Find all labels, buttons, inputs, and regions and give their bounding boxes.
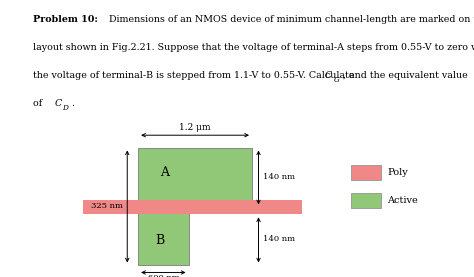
Text: 140 nm: 140 nm: [263, 173, 295, 181]
Text: Poly: Poly: [388, 168, 408, 177]
Text: Problem 10:: Problem 10:: [33, 15, 98, 24]
Text: .: .: [71, 99, 74, 108]
Text: C: C: [324, 71, 331, 80]
Text: layout shown in Fig.2.21. Suppose that the voltage of terminal-A steps from 0.55: layout shown in Fig.2.21. Suppose that t…: [33, 43, 474, 52]
Bar: [351, 165, 381, 180]
Text: the voltage of terminal-B is stepped from 1.1-V to 0.55-V. Calculate: the voltage of terminal-B is stepped fro…: [33, 71, 358, 80]
Text: 1.2 μm: 1.2 μm: [179, 123, 211, 132]
Text: G: G: [334, 76, 339, 84]
Text: C: C: [55, 99, 62, 108]
Bar: [138, 148, 252, 207]
Text: of: of: [33, 99, 46, 108]
Text: Dimensions of an NMOS device of minimum channel-length are marked on the: Dimensions of an NMOS device of minimum …: [103, 15, 474, 24]
Text: 140 nm: 140 nm: [263, 235, 295, 243]
Bar: [83, 200, 302, 214]
Text: B: B: [155, 234, 165, 247]
Text: , and the equivalent value: , and the equivalent value: [343, 71, 468, 80]
Text: 600 nm: 600 nm: [147, 274, 179, 277]
Bar: [138, 207, 189, 265]
Text: D: D: [63, 104, 68, 112]
Text: 325 nm: 325 nm: [91, 202, 123, 211]
Bar: [351, 193, 381, 208]
Text: A: A: [160, 166, 169, 179]
Text: Active: Active: [388, 196, 418, 205]
